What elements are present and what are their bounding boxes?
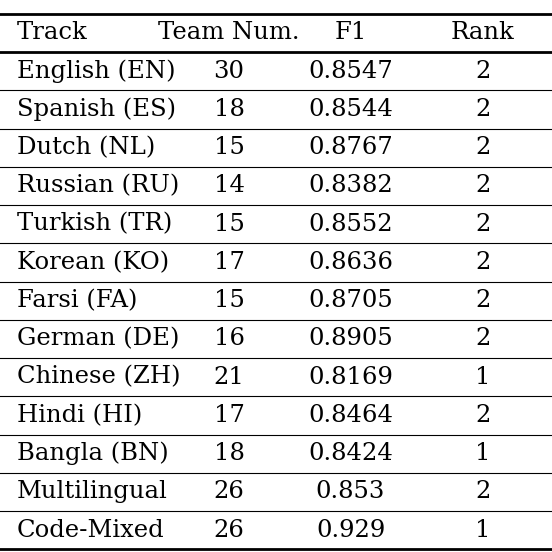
Text: 1: 1 [475,519,491,542]
Text: 0.8705: 0.8705 [308,289,393,312]
Text: 2: 2 [475,136,491,159]
Text: 15: 15 [214,136,245,159]
Text: 0.8636: 0.8636 [308,251,393,274]
Text: 26: 26 [214,519,245,542]
Text: 0.8544: 0.8544 [308,98,393,121]
Text: 16: 16 [214,327,245,351]
Text: 0.8464: 0.8464 [308,404,393,427]
Text: 26: 26 [214,480,245,503]
Text: 0.853: 0.853 [316,480,385,503]
Text: 2: 2 [475,213,491,236]
Text: 0.8767: 0.8767 [308,136,393,159]
Text: 2: 2 [475,251,491,274]
Text: 30: 30 [214,60,245,83]
Text: Spanish (ES): Spanish (ES) [17,98,176,121]
Text: Team Num.: Team Num. [158,22,300,44]
Text: German (DE): German (DE) [17,327,179,351]
Text: Dutch (NL): Dutch (NL) [17,136,155,159]
Text: Track: Track [17,22,87,44]
Text: Turkish (TR): Turkish (TR) [17,213,172,236]
Text: 2: 2 [475,289,491,312]
Text: 17: 17 [214,404,245,427]
Text: Russian (RU): Russian (RU) [17,174,179,198]
Text: 2: 2 [475,404,491,427]
Text: 18: 18 [214,442,245,465]
Text: F1: F1 [335,22,367,44]
Text: 0.8382: 0.8382 [308,174,393,198]
Text: 18: 18 [214,98,245,121]
Text: 0.8552: 0.8552 [308,213,393,236]
Text: 2: 2 [475,480,491,503]
Text: 14: 14 [214,174,245,198]
Text: 0.929: 0.929 [316,519,385,542]
Text: 0.8905: 0.8905 [308,327,393,351]
Text: 1: 1 [475,365,491,389]
Text: Bangla (BN): Bangla (BN) [17,442,168,465]
Text: 15: 15 [214,289,245,312]
Text: Rank: Rank [451,22,515,44]
Text: 2: 2 [475,98,491,121]
Text: 17: 17 [214,251,245,274]
Text: Code-Mixed: Code-Mixed [17,519,164,542]
Text: 1: 1 [475,442,491,465]
Text: 21: 21 [214,365,245,389]
Text: 2: 2 [475,327,491,351]
Text: 2: 2 [475,60,491,83]
Text: English (EN): English (EN) [17,60,175,83]
Text: Multilingual: Multilingual [17,480,167,503]
Text: 0.8169: 0.8169 [308,365,393,389]
Text: 15: 15 [214,213,245,236]
Text: 0.8547: 0.8547 [308,60,393,83]
Text: Hindi (HI): Hindi (HI) [17,404,142,427]
Text: 0.8424: 0.8424 [308,442,393,465]
Text: Chinese (ZH): Chinese (ZH) [17,365,180,389]
Text: Farsi (FA): Farsi (FA) [17,289,137,312]
Text: Korean (KO): Korean (KO) [17,251,169,274]
Text: 2: 2 [475,174,491,198]
